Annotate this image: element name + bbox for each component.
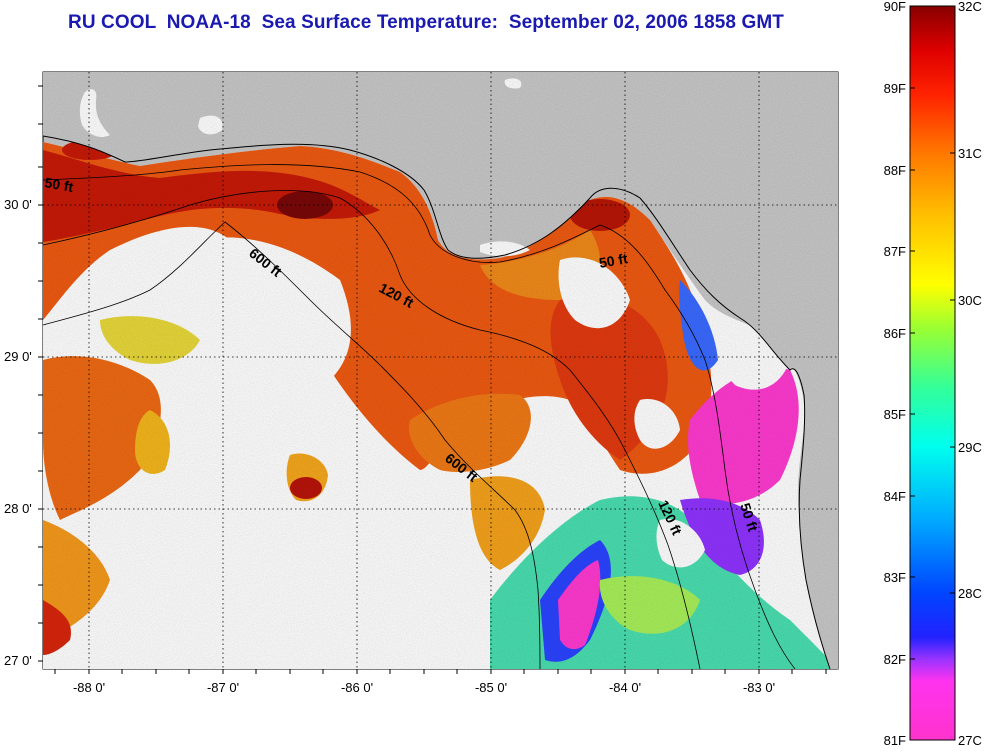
contour-label-4: 50 ft [598, 250, 629, 271]
contour-50ft-west [43, 164, 796, 669]
lon-label-88: -88 0' [73, 680, 105, 695]
cb-f-82: 82F [884, 652, 906, 667]
cb-f-87: 87F [884, 244, 906, 259]
graticule [43, 72, 838, 669]
contour-600ft [43, 221, 541, 669]
cb-f-90: 90F [884, 0, 906, 14]
lon-label-85: -85 0' [475, 680, 507, 695]
contour-label-1: 50 ft [43, 174, 74, 195]
axis-ticks [38, 85, 827, 674]
lat-label-27: 27 0' [4, 653, 32, 668]
cb-f-88: 88F [884, 163, 906, 178]
sst-field: 50 ft 600 ft 120 ft 50 ft 600 ft 120 ft … [43, 72, 838, 669]
cb-f-89: 89F [884, 81, 906, 96]
lon-label-83: -83 0' [743, 680, 775, 695]
cb-c-30: 30C [958, 293, 982, 308]
lon-label-87: -87 0' [207, 680, 239, 695]
contour-120ft [43, 190, 701, 669]
cb-f-84: 84F [884, 489, 906, 504]
cb-c-29: 29C [958, 440, 982, 455]
noise-texture [43, 72, 838, 669]
cb-c-32: 32C [958, 0, 982, 14]
cb-f-86: 86F [884, 326, 906, 341]
cb-f-83: 83F [884, 570, 906, 585]
colorbar [909, 5, 956, 741]
cb-c-28: 28C [958, 586, 982, 601]
lat-label-30: 30 0' [4, 197, 32, 212]
cb-f-85: 85F [884, 407, 906, 422]
cb-c-27: 27C [958, 733, 982, 748]
lat-label-29: 29 0' [4, 349, 32, 364]
colorbar-ticks [910, 87, 955, 660]
cb-f-81: 81F [884, 733, 906, 748]
lat-label-28: 28 0' [4, 501, 32, 516]
lon-label-86: -86 0' [341, 680, 373, 695]
cb-c-31: 31C [958, 146, 982, 161]
chart-title: RU COOL NOAA-18 Sea Surface Temperature:… [68, 12, 784, 33]
lon-label-84: -84 0' [609, 680, 641, 695]
coastline [43, 135, 831, 669]
